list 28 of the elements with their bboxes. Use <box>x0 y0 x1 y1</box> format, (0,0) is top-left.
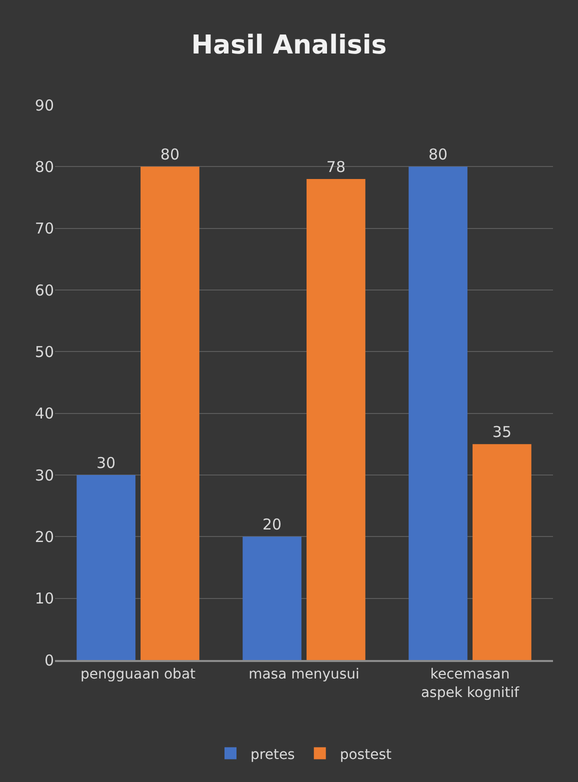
x-tick-label: kecemasan aspek kognitif <box>420 666 520 701</box>
legend-label: pretes <box>250 746 295 763</box>
y-tick-label: 50 <box>34 342 54 361</box>
data-label: 80 <box>428 146 448 164</box>
bar <box>408 166 468 660</box>
y-tick-label: 10 <box>34 590 54 608</box>
x-tick-label: masa menyusui <box>248 666 360 683</box>
data-label: 78 <box>326 158 346 176</box>
bar <box>242 536 302 660</box>
bar <box>76 475 136 660</box>
y-tick-label: 60 <box>34 281 54 300</box>
data-label: 20 <box>262 516 282 534</box>
bar <box>472 444 532 660</box>
legend-label: postest <box>340 746 392 763</box>
data-label: 35 <box>492 423 512 442</box>
y-tick-label: 0 <box>44 651 54 670</box>
bar <box>140 166 200 660</box>
y-tick-label: 80 <box>34 158 54 176</box>
bar <box>306 179 366 660</box>
y-tick-label: 90 <box>34 96 54 114</box>
chart-title: Hasil Analisis <box>191 30 387 60</box>
x-tick-label: pengguaan obat <box>80 666 196 683</box>
y-tick-label: 40 <box>34 404 54 423</box>
y-tick-label: 30 <box>34 466 54 484</box>
data-label: 80 <box>160 146 180 164</box>
y-tick-label: 20 <box>34 528 54 546</box>
y-tick-label: 70 <box>34 220 54 238</box>
data-label: 30 <box>96 454 116 472</box>
